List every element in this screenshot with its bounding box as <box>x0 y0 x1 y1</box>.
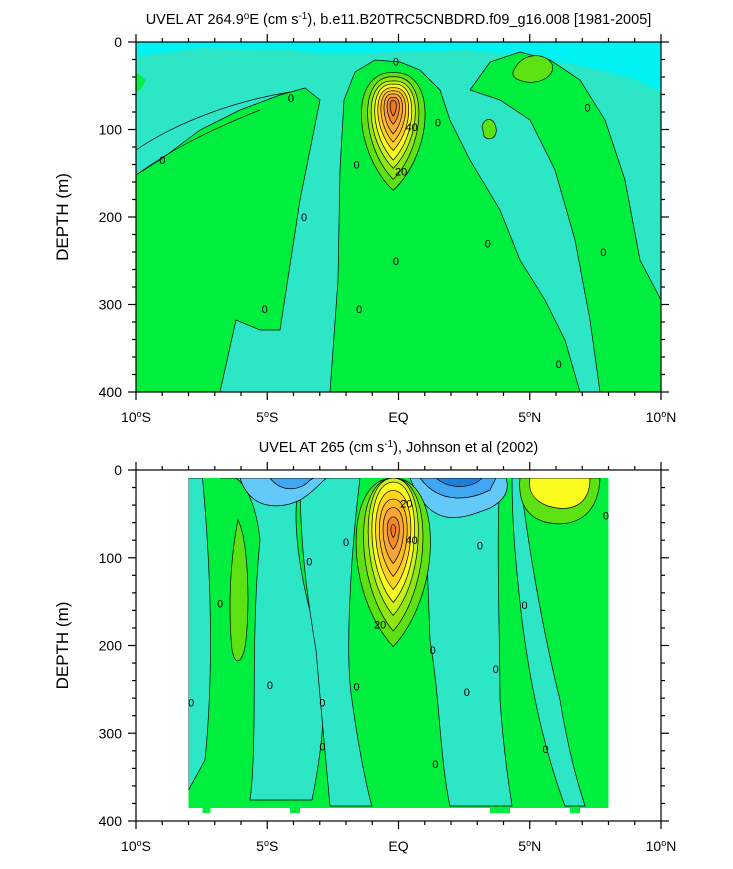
chart-title: UVEL AT 265 (cm s-1), Johnson et al (200… <box>259 439 538 457</box>
contour-label: 0 <box>600 247 606 259</box>
contour-label: 0 <box>267 680 273 692</box>
y-tick-label: 0 <box>114 462 122 478</box>
y-tick-label: 0 <box>114 34 122 50</box>
teal-band-5 <box>511 477 586 807</box>
contour-label: 40 <box>406 535 418 547</box>
contour-label: 0 <box>306 556 312 568</box>
contour-label: 0 <box>353 682 359 694</box>
contour-label: 0 <box>353 160 359 172</box>
contour-fill-2 <box>136 470 661 821</box>
contour-label: 0 <box>393 256 399 268</box>
contour-label: 0 <box>356 304 362 316</box>
x-tick-label: 5oN <box>518 409 541 425</box>
contour-label: 0 <box>288 93 294 105</box>
y-tick-label: 200 <box>99 209 123 225</box>
contour-label: 0 <box>584 103 590 115</box>
contour-label: 0 <box>343 537 349 549</box>
contour-label: 0 <box>477 540 483 552</box>
contour-label: 0 <box>430 645 436 657</box>
x-tick-label: EQ <box>388 838 408 854</box>
y-axis-label: DEPTH (m) <box>53 173 72 261</box>
teal-band-3 <box>299 477 373 807</box>
jet-contour-9 <box>390 524 396 539</box>
chart-title: UVEL AT 264.9oE (cm s-1), b.e11.B20TRC5C… <box>146 11 652 29</box>
x-tick-label: 5oS <box>256 838 278 854</box>
contour-label: 0 <box>217 598 223 610</box>
contour-label: 0 <box>435 118 441 130</box>
y-tick-label: 100 <box>99 122 123 138</box>
contour-label: 0 <box>319 698 325 710</box>
contour-label: 0 <box>159 155 165 167</box>
x-tick-label: 5oS <box>256 409 278 425</box>
jet-contour-9 <box>389 100 397 117</box>
y-tick-label: 100 <box>99 550 123 566</box>
y-axis-label: DEPTH (m) <box>53 602 72 690</box>
y-tick-label: 300 <box>99 297 123 313</box>
contour-label: 20 <box>395 167 407 179</box>
contour-label: 0 <box>319 741 325 753</box>
y-tick-label: 400 <box>99 813 123 829</box>
contour-label: 0 <box>301 212 307 224</box>
x-tick-label: 10oN <box>646 838 677 854</box>
contour-label: 0 <box>603 511 609 523</box>
teal-band-2 <box>220 476 324 801</box>
contour-label: 0 <box>493 664 499 676</box>
contour-fill-1 <box>136 42 661 392</box>
y-tick-label: 200 <box>99 638 123 654</box>
x-tick-label: EQ <box>388 409 408 425</box>
contour-label: 0 <box>262 304 268 316</box>
title-main: UVEL AT 265 (cm s <box>259 440 384 456</box>
x-tick-label: 10oS <box>121 409 151 425</box>
panel-2: 0 0 0 0 0 0 0 0 0 0 0 0 0 0 0 0 40 20 20 UVEL AT 265 (cm s-… <box>53 439 676 855</box>
contour-label: 20 <box>400 498 412 510</box>
teal-band-4 <box>423 477 513 807</box>
contour-label: 0 <box>485 238 491 250</box>
y-tick-label: 400 <box>99 384 123 400</box>
contour-label: 40 <box>406 122 418 134</box>
x-tick-label: 10oN <box>646 409 677 425</box>
y-tick-label: 300 <box>99 725 123 741</box>
x-tick-label: 5oN <box>518 838 541 854</box>
contour-label: 0 <box>542 744 548 756</box>
contour-label: 0 <box>188 698 194 710</box>
title-main: UVEL AT 264.9 <box>146 12 244 28</box>
panel-1: 0 0 0 0 0 0 0 0 0 0 0 0 0 40 20 UVEL AT 264.9oE (cm s-1… <box>53 11 676 426</box>
contour-label: 0 <box>521 600 527 612</box>
contour-label: 0 <box>432 759 438 771</box>
teal-band-1 <box>188 477 211 791</box>
x-tick-label: 10oS <box>121 838 151 854</box>
contour-label: 0 <box>464 687 470 699</box>
contour-label: 0 <box>556 359 562 371</box>
contour-label: 20 <box>374 619 386 631</box>
contour-label: 0 <box>393 56 399 68</box>
